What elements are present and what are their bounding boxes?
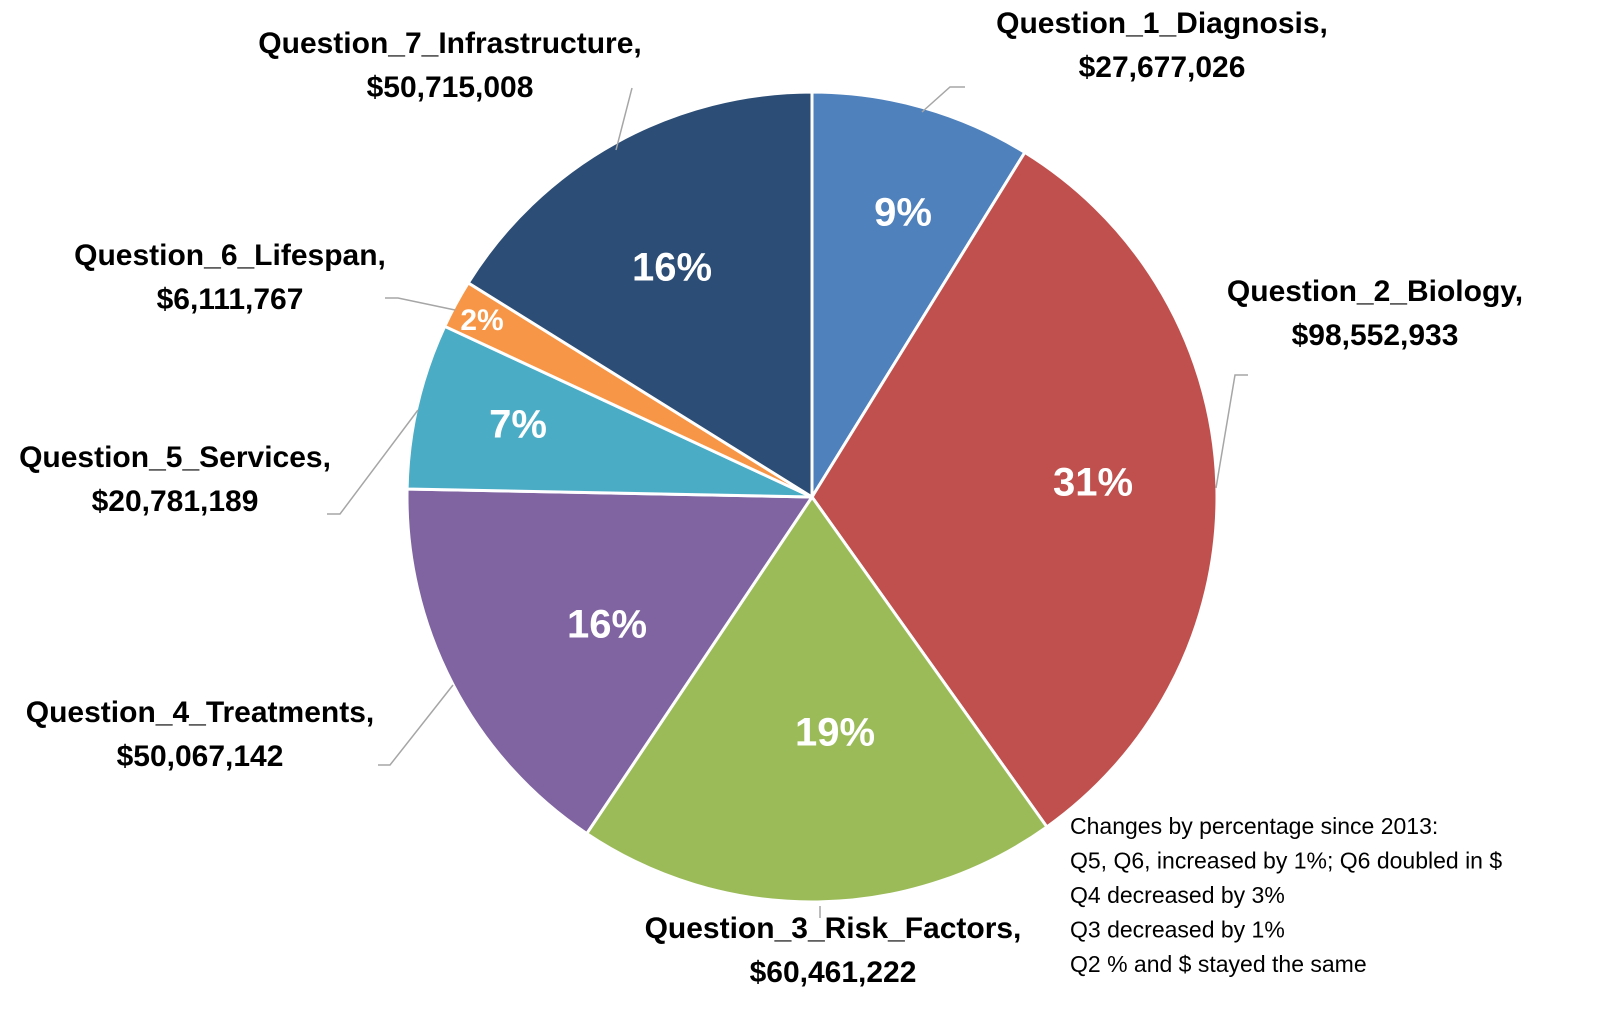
leader-line xyxy=(921,86,965,113)
value-label: $60,461,222 xyxy=(750,956,917,989)
percent-label: 19% xyxy=(795,711,875,755)
leader-line xyxy=(378,684,454,766)
annotation-line: Q5, Q6, increased by 1%; Q6 doubled in $ xyxy=(1070,848,1502,874)
category-label: Question_2_Biology, xyxy=(1227,275,1523,308)
percent-label: 16% xyxy=(632,246,712,290)
percent-label: 9% xyxy=(874,191,932,235)
value-label: $6,111,767 xyxy=(157,283,304,316)
category-label: Question_7_Infrastructure, xyxy=(258,27,641,60)
value-label: $27,677,026 xyxy=(1079,51,1246,84)
category-label: Question_4_Treatments, xyxy=(26,696,374,729)
category-label: Question_6_Lifespan, xyxy=(74,239,386,272)
category-label: Question_3_Risk_Factors, xyxy=(645,912,1022,945)
percent-label: 16% xyxy=(567,603,647,647)
category-label: Question_5_Services, xyxy=(19,441,331,474)
percent-label: 31% xyxy=(1053,461,1133,505)
pie-slice xyxy=(584,494,1049,904)
pie-slice xyxy=(810,90,1027,503)
value-label: $50,067,142 xyxy=(117,740,284,773)
leader-line xyxy=(1215,374,1248,489)
leader-line xyxy=(615,87,633,151)
percent-label: 2% xyxy=(460,304,503,337)
pie-slice xyxy=(466,90,814,500)
percent-label: 7% xyxy=(489,403,547,447)
annotation-line: Q3 decreased by 1% xyxy=(1070,917,1285,943)
leader-line xyxy=(327,409,419,515)
leader-line xyxy=(385,297,456,311)
category-label: Question_1_Diagnosis, xyxy=(996,7,1328,40)
annotation-line: Q4 decreased by 3% xyxy=(1070,882,1285,908)
value-label: $20,781,189 xyxy=(92,485,259,518)
value-label: $98,552,933 xyxy=(1292,319,1459,352)
value-label: $50,715,008 xyxy=(367,71,534,104)
pie-slice xyxy=(405,324,813,499)
pie-slice xyxy=(405,487,815,836)
annotation-line: Changes by percentage since 2013: xyxy=(1070,813,1438,839)
annotation-line: Q2 % and $ stayed the same xyxy=(1070,951,1367,977)
